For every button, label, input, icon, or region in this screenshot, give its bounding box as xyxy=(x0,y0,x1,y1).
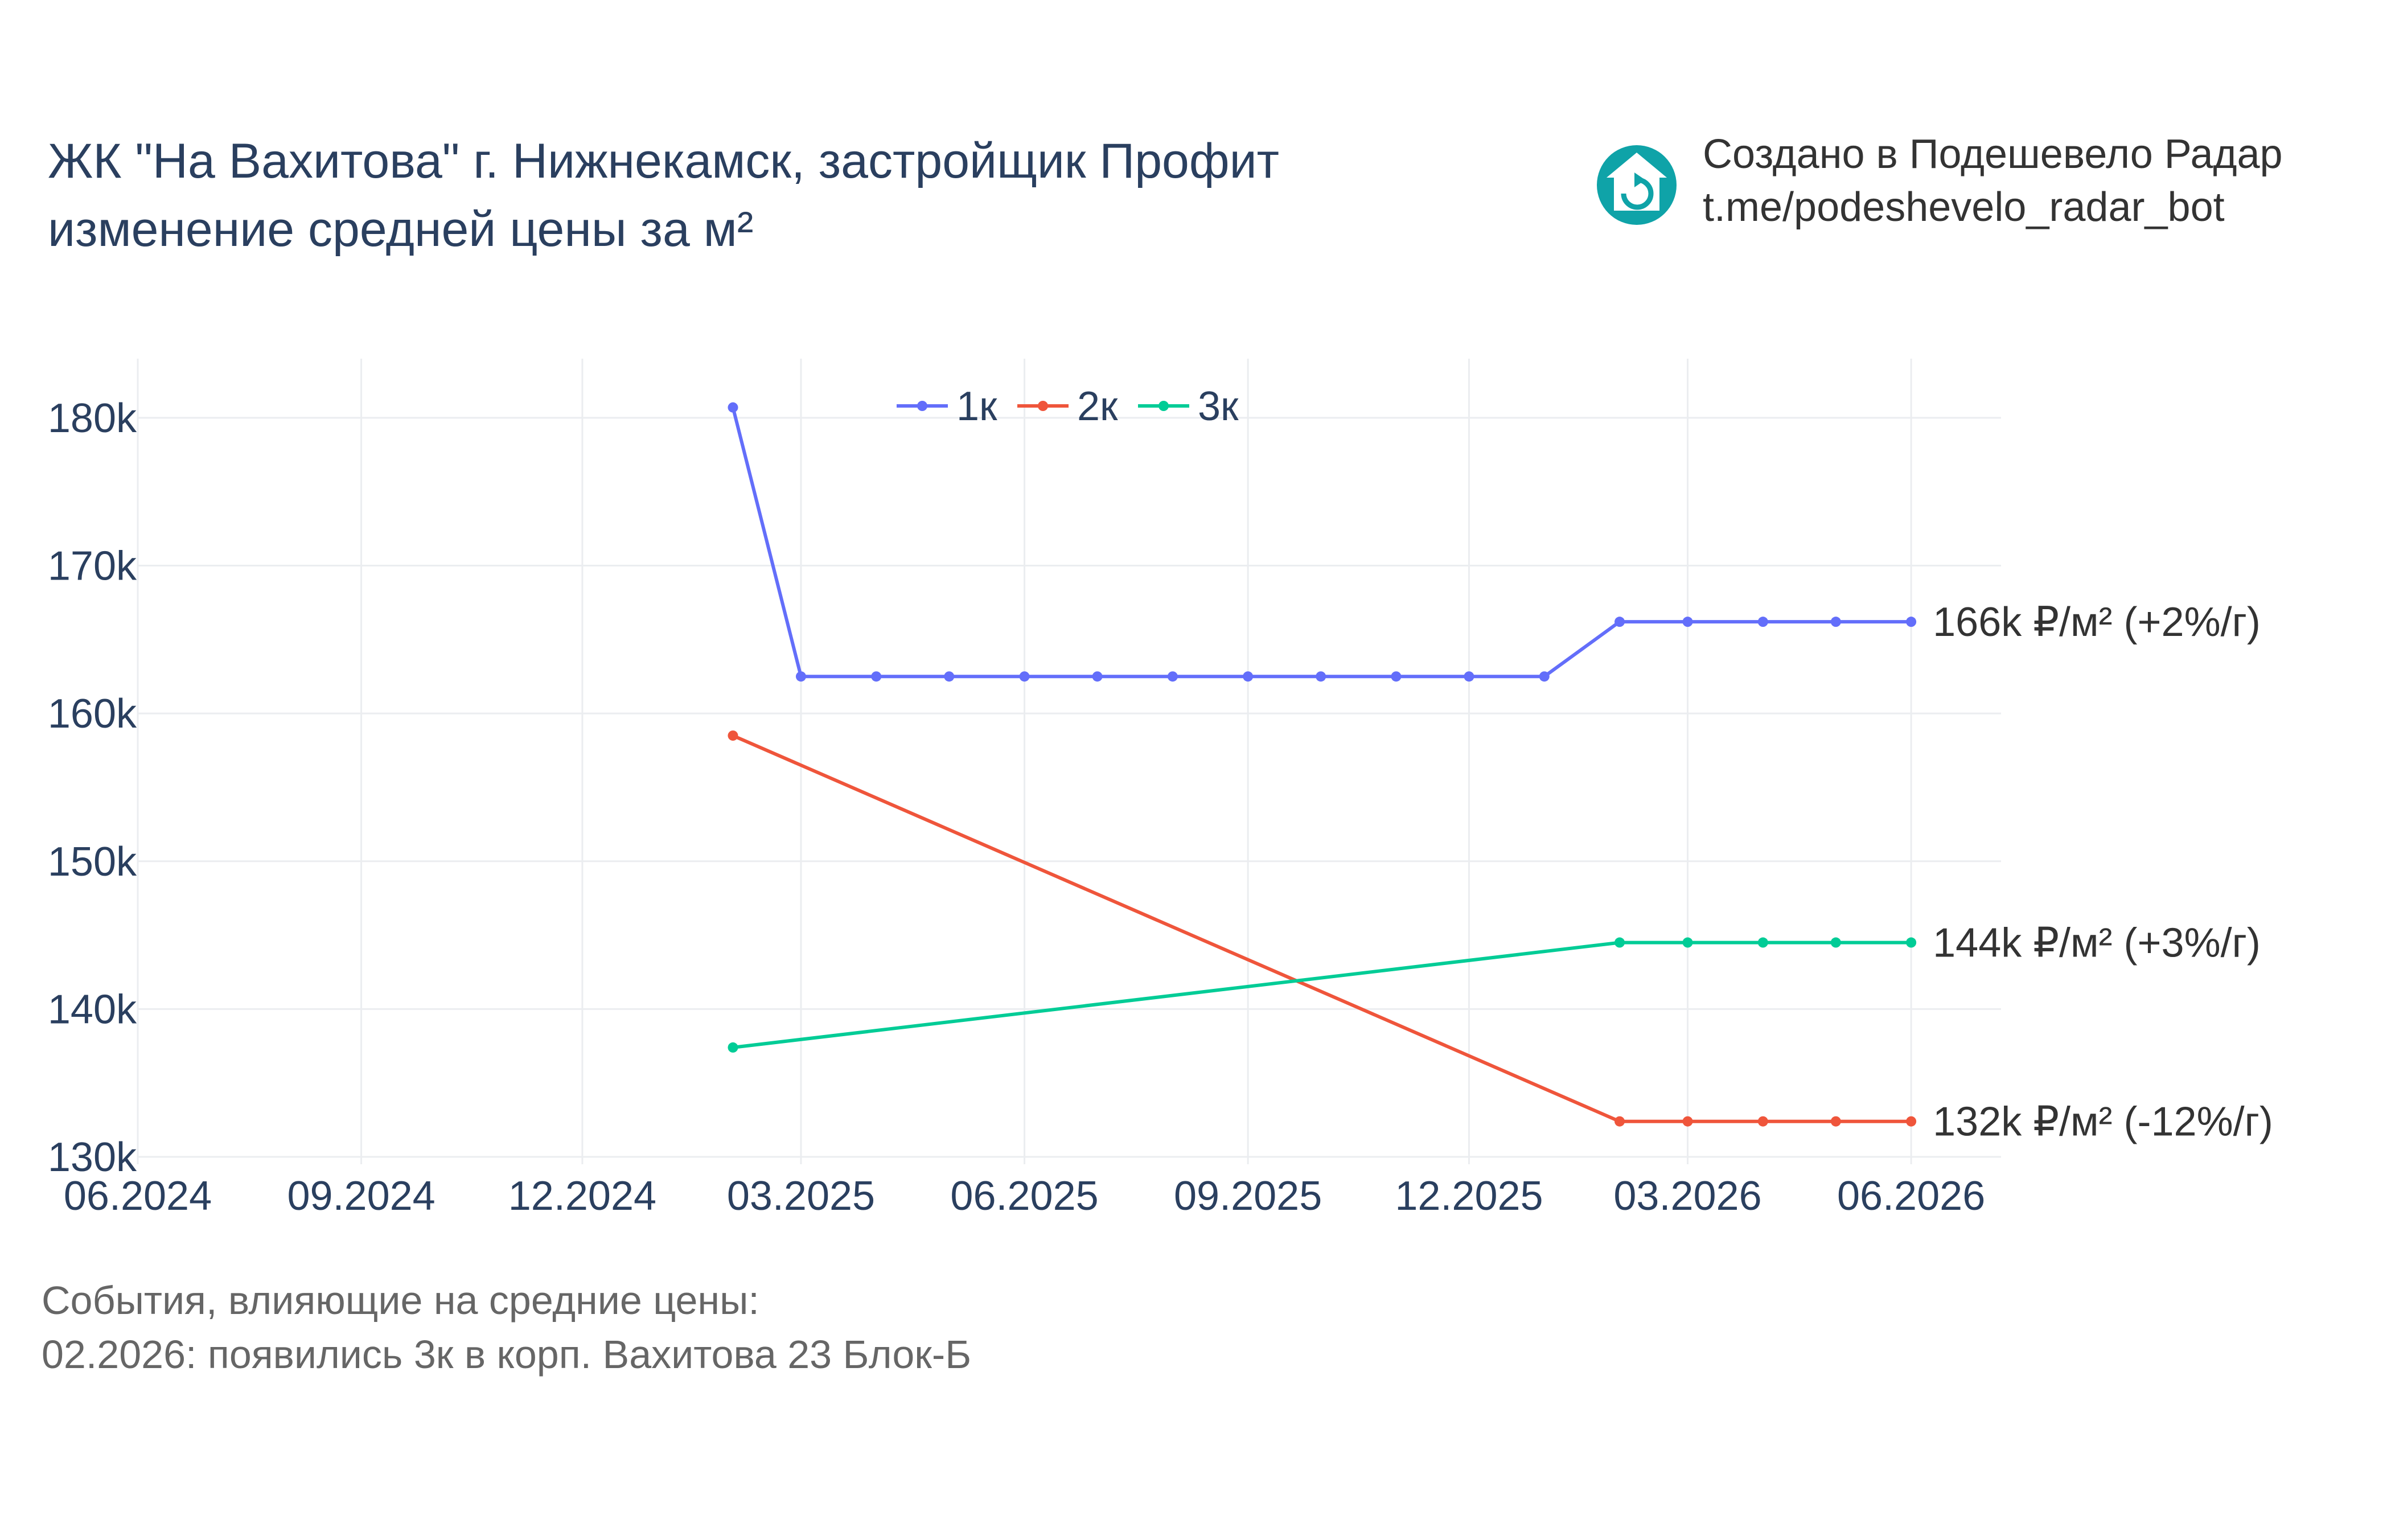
y-tick-label: 180k xyxy=(48,396,137,441)
data-point[interactable] xyxy=(1391,671,1402,682)
series-end-label: 132k ₽/м² (-12%/г) xyxy=(1933,1099,2273,1145)
data-point[interactable] xyxy=(1757,1116,1768,1127)
data-point[interactable] xyxy=(1830,617,1841,627)
data-point[interactable] xyxy=(1906,617,1917,627)
series-lines xyxy=(728,402,1917,1127)
series-1 xyxy=(728,402,1917,682)
data-point[interactable] xyxy=(1243,671,1254,682)
x-tick-label: 09.2024 xyxy=(287,1173,435,1219)
series-line xyxy=(732,734,1912,1123)
legend-label: 3к xyxy=(1198,384,1239,429)
series-line xyxy=(733,941,1912,1049)
y-tick-label: 130k xyxy=(48,1135,137,1180)
data-point[interactable] xyxy=(1906,1116,1917,1127)
data-point[interactable] xyxy=(1167,671,1178,682)
credit-line1: Создано в Подешевело Радар xyxy=(1703,132,2283,177)
y-tick-label: 170k xyxy=(48,543,137,589)
x-tick-label: 06.2024 xyxy=(64,1173,212,1219)
series-line xyxy=(731,406,1912,679)
data-point[interactable] xyxy=(1757,617,1768,627)
y-axis-ticks: 130k 140k 150k 160k 170k 180k xyxy=(48,396,137,1180)
data-point[interactable] xyxy=(871,671,882,682)
x-tick-label: 06.2026 xyxy=(1837,1173,1985,1219)
x-axis-ticks: 06.2024 09.2024 12.2024 03.2025 06.2025 09.20… xyxy=(64,1173,1985,1219)
legend[interactable]: 1к 2к 3к xyxy=(897,384,1239,429)
legend-swatch-marker xyxy=(1158,401,1169,411)
legend-swatch-marker xyxy=(917,401,927,411)
legend-item-2[interactable]: 2к xyxy=(1017,384,1118,429)
end-labels: 166k ₽/м² (+2%/г) 132k ₽/м² (-12%/г) 144k … xyxy=(1933,599,2273,1145)
x-tick-label: 03.2026 xyxy=(1613,1173,1761,1219)
legend-item-1[interactable]: 1к xyxy=(897,384,997,429)
house-refresh-icon xyxy=(1607,153,1667,211)
data-point[interactable] xyxy=(1316,671,1326,682)
data-point[interactable] xyxy=(944,671,955,682)
y-tick-label: 140k xyxy=(48,987,137,1032)
data-point[interactable] xyxy=(1830,937,1841,948)
legend-label: 2к xyxy=(1077,384,1118,429)
chart-title-line2: изменение средней цены за м² xyxy=(48,202,753,257)
data-point[interactable] xyxy=(728,402,738,413)
credit-logo xyxy=(1597,145,1677,225)
x-tick-label: 12.2025 xyxy=(1395,1173,1543,1219)
x-tick-label: 09.2025 xyxy=(1174,1173,1322,1219)
data-point[interactable] xyxy=(1682,1116,1693,1127)
series-end-label: 166k ₽/м² (+2%/г) xyxy=(1933,599,2261,645)
data-point[interactable] xyxy=(1757,937,1768,948)
data-point[interactable] xyxy=(1906,937,1917,948)
chart-title-line1: ЖК "На Вахитова" г. Нижнекамск, застройщ… xyxy=(48,134,1279,188)
data-point[interactable] xyxy=(1019,671,1030,682)
data-point[interactable] xyxy=(1830,1116,1841,1127)
data-point[interactable] xyxy=(1614,617,1625,627)
data-point[interactable] xyxy=(728,730,738,741)
data-point[interactable] xyxy=(1092,671,1103,682)
data-point[interactable] xyxy=(1539,671,1550,682)
legend-item-3[interactable]: 3к xyxy=(1138,384,1239,429)
series-3 xyxy=(728,937,1917,1053)
x-tick-label: 12.2024 xyxy=(508,1173,656,1219)
y-tick-label: 150k xyxy=(48,839,137,885)
legend-label: 1к xyxy=(956,384,997,429)
credit-line2: t.me/podeshevelo_radar_bot xyxy=(1703,184,2225,230)
data-point[interactable] xyxy=(1614,937,1625,948)
data-point[interactable] xyxy=(1614,1116,1625,1127)
events-heading: События, влияющие на средние цены: xyxy=(42,1278,759,1323)
x-tick-label: 03.2025 xyxy=(727,1173,875,1219)
data-point[interactable] xyxy=(728,1042,738,1053)
x-tick-label: 06.2025 xyxy=(950,1173,1098,1219)
series-end-label: 144k ₽/м² (+3%/г) xyxy=(1933,921,2261,966)
event-item: 02.2026: появились 3к в корп. Вахитова 2… xyxy=(42,1332,971,1377)
data-point[interactable] xyxy=(795,671,806,682)
data-point[interactable] xyxy=(1682,617,1693,627)
series-2 xyxy=(728,730,1917,1127)
data-point[interactable] xyxy=(1682,937,1693,948)
data-point[interactable] xyxy=(1464,671,1474,682)
y-tick-label: 160k xyxy=(48,691,137,737)
grid xyxy=(137,359,2001,1164)
legend-swatch-marker xyxy=(1038,401,1048,411)
